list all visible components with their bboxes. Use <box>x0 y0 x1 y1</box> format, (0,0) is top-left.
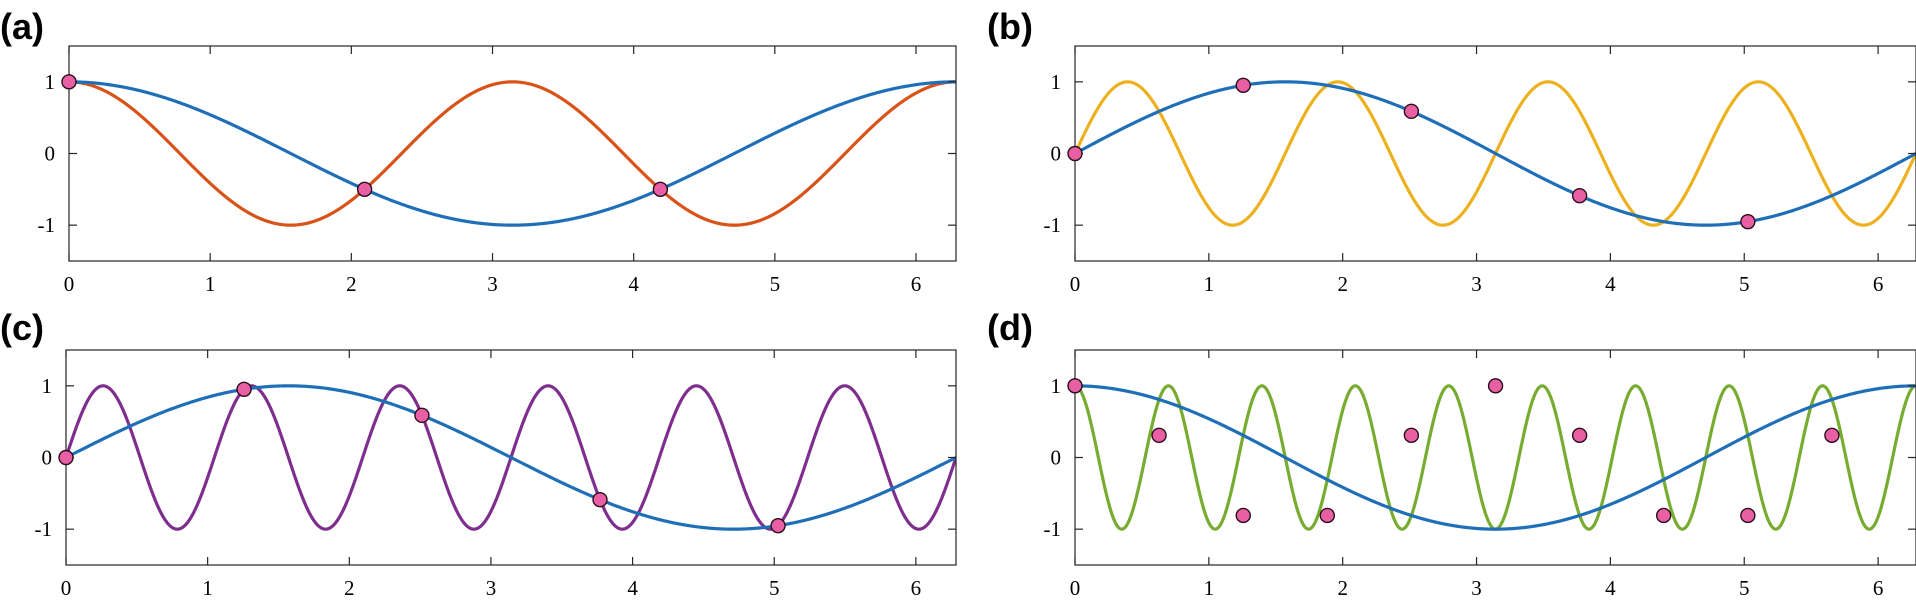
panel-label: (b) <box>987 6 1033 47</box>
series-line <box>1075 384 1916 531</box>
sample-marker <box>61 74 77 90</box>
panel-c: (c) 0 1 2 3 4 5 6 -1 0 1 <box>0 307 957 600</box>
sample-marker <box>356 181 373 198</box>
sample-marker <box>1403 427 1420 444</box>
x-tick-label: 3 <box>1471 272 1482 296</box>
series-line <box>69 80 956 227</box>
sample-marker <box>1403 103 1420 120</box>
x-tick-label: 0 <box>64 272 75 296</box>
y-tick-label: -1 <box>35 517 53 541</box>
plot-area: 0 1 2 3 4 5 6 -1 0 1 <box>1044 45 1916 296</box>
series-line <box>1075 384 1916 531</box>
panel-b: (b) 0 1 2 3 4 5 6 -1 0 1 <box>987 6 1916 296</box>
y-tick-label: -1 <box>1044 213 1062 237</box>
x-tick-label: 2 <box>1337 272 1348 296</box>
series-line <box>1075 80 1916 227</box>
y-tick-label: 0 <box>1051 446 1062 470</box>
sample-marker <box>1740 213 1756 230</box>
sample-marker <box>1235 77 1251 94</box>
x-tick-label: 1 <box>1204 272 1215 296</box>
x-tick-label: 6 <box>911 576 922 600</box>
panel-label: (d) <box>987 307 1033 348</box>
x-tick-label: 6 <box>1873 576 1884 600</box>
y-tick-label: 1 <box>1051 70 1062 94</box>
y-tick-label: -1 <box>1044 517 1062 541</box>
x-tick-label: 6 <box>911 272 922 296</box>
y-tick-label: 1 <box>1051 374 1062 398</box>
x-tick-label: 3 <box>1471 576 1482 600</box>
x-tick-label: 6 <box>1873 272 1884 296</box>
y-tick-label: 0 <box>1051 142 1062 166</box>
sample-marker <box>1235 507 1251 524</box>
y-tick-label: -1 <box>38 213 56 237</box>
x-tick-label: 2 <box>344 576 355 600</box>
plot-area: 0 1 2 3 4 5 6 -1 0 1 <box>35 349 957 600</box>
x-tick-label: 5 <box>1739 272 1750 296</box>
plot-area: 0 1 2 3 4 5 6 -1 0 1 <box>1044 349 1916 600</box>
sample-marker <box>652 181 669 198</box>
x-tick-label: 3 <box>487 272 498 296</box>
x-tick-label: 0 <box>1070 272 1081 296</box>
x-tick-label: 0 <box>1070 576 1081 600</box>
x-tick-label: 0 <box>61 576 72 600</box>
x-tick-label: 1 <box>205 272 216 296</box>
x-tick-label: 5 <box>1739 576 1750 600</box>
x-tick-label: 4 <box>627 576 638 600</box>
sample-marker <box>1655 507 1672 524</box>
y-tick-label: 0 <box>45 142 56 166</box>
sample-marker <box>1319 507 1336 524</box>
sample-marker <box>1487 378 1504 394</box>
sample-marker <box>1067 378 1083 394</box>
x-tick-label: 4 <box>1605 272 1616 296</box>
sample-marker <box>1571 427 1588 444</box>
sample-marker <box>414 407 430 424</box>
sample-marker <box>1740 507 1756 524</box>
sample-marker <box>1824 427 1840 444</box>
panel-a: (a) 0 1 2 3 4 5 6 -1 0 1 <box>0 6 957 296</box>
x-tick-label: 2 <box>1337 576 1348 600</box>
y-tick-label: 1 <box>42 374 53 398</box>
x-tick-label: 1 <box>202 576 213 600</box>
series-line <box>66 384 956 531</box>
y-tick-label: 1 <box>45 70 56 94</box>
x-tick-label: 2 <box>346 272 357 296</box>
plot-area: 0 1 2 3 4 5 6 -1 0 1 <box>38 45 957 296</box>
x-tick-label: 4 <box>1605 576 1616 600</box>
panel-d: (d) 0 1 2 3 4 5 6 -1 0 1 <box>987 307 1916 600</box>
sample-marker <box>1067 145 1083 162</box>
sample-marker <box>770 517 786 534</box>
sample-marker <box>236 381 252 398</box>
series-line <box>69 80 956 227</box>
x-tick-label: 4 <box>628 272 639 296</box>
x-tick-label: 5 <box>769 576 780 600</box>
sample-marker <box>58 449 74 466</box>
x-tick-label: 1 <box>1204 576 1215 600</box>
x-tick-label: 3 <box>486 576 497 600</box>
y-tick-label: 0 <box>42 446 53 470</box>
sample-marker <box>1571 187 1588 204</box>
sample-marker <box>592 491 608 508</box>
axes-box <box>68 45 957 262</box>
sample-marker <box>1151 427 1167 444</box>
panel-label: (a) <box>0 6 44 47</box>
panel-label: (c) <box>0 307 44 348</box>
x-tick-label: 5 <box>770 272 781 296</box>
